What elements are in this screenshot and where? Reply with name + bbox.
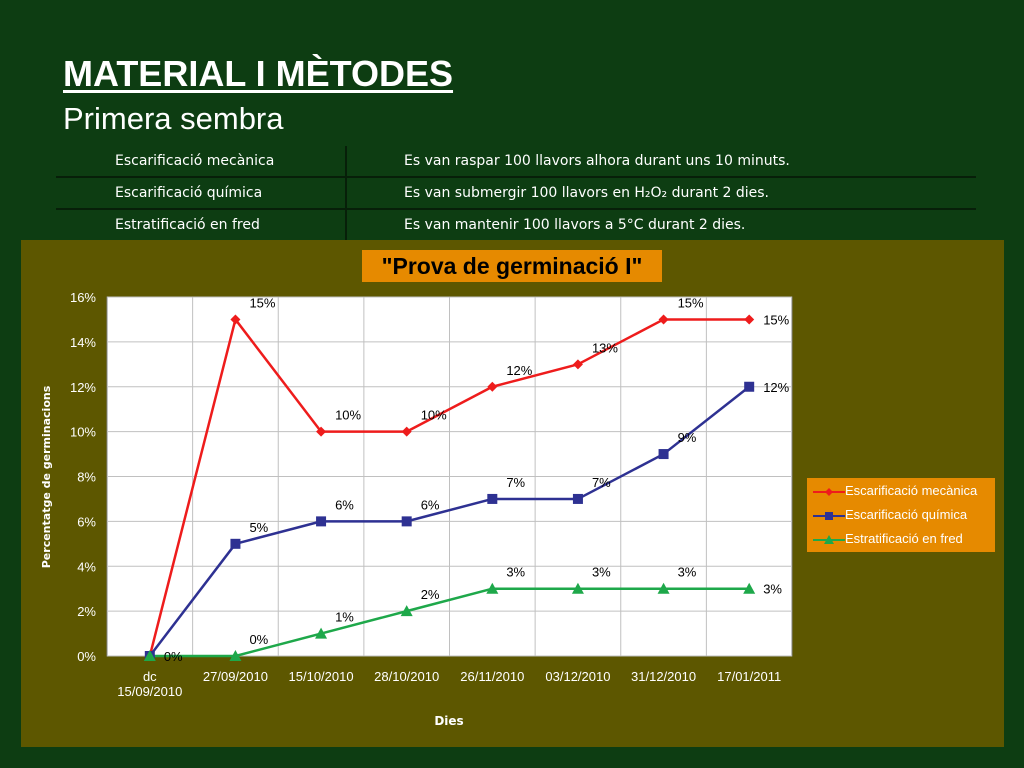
- data-point: [401, 516, 412, 527]
- x-tick-label: 15/10/2010: [289, 669, 354, 684]
- table-row: Estratificació en fred Es van mantenir 1…: [56, 209, 976, 240]
- data-point: [572, 493, 583, 504]
- series-line: [148, 385, 750, 657]
- data-label: 3%: [678, 565, 697, 580]
- method-description: Es van raspar 100 llavors alhora durant …: [404, 153, 790, 169]
- y-tick-label: 16%: [70, 290, 96, 305]
- legend-item: Escarificació mecànica: [807, 480, 995, 504]
- x-tick-label: 27/09/2010: [203, 669, 268, 684]
- data-point: [230, 538, 241, 549]
- x-tick-label: 26/11/2010: [460, 669, 524, 684]
- y-tick-label: 10%: [70, 425, 96, 440]
- data-point: [744, 314, 755, 325]
- data-label: 15%: [249, 295, 275, 310]
- legend-item: Escarificació química: [807, 504, 995, 528]
- y-tick-label: 6%: [77, 514, 96, 529]
- data-label: 10%: [421, 408, 447, 423]
- y-tick-label: 0%: [77, 649, 96, 664]
- data-label: 12%: [763, 380, 789, 395]
- method-name: Escarificació mecànica: [56, 146, 347, 177]
- data-point: [487, 493, 498, 504]
- data-label: 2%: [421, 587, 440, 602]
- data-label: 12%: [506, 363, 532, 378]
- x-tick-label: 28/10/2010: [374, 669, 439, 684]
- data-point: [401, 426, 412, 437]
- x-tick-label: 03/12/2010: [545, 669, 610, 684]
- data-point: [743, 582, 756, 594]
- x-axis-label: Dies: [434, 714, 463, 728]
- data-label: 9%: [678, 430, 697, 445]
- data-label: 15%: [678, 295, 704, 310]
- legend-item: Estratificació en fred: [807, 528, 995, 552]
- data-label: 3%: [763, 582, 782, 597]
- data-label: 5%: [249, 520, 268, 535]
- data-point: [658, 449, 669, 460]
- method-description: Es van mantenir 100 llavors a 5°C durant…: [404, 217, 746, 233]
- legend-marker-square-icon: [813, 512, 845, 520]
- data-label: 10%: [335, 408, 361, 423]
- data-point: [744, 381, 755, 392]
- data-point: [315, 627, 328, 639]
- data-label: 3%: [506, 565, 525, 580]
- y-tick-label: 12%: [70, 380, 96, 395]
- y-tick-label: 14%: [70, 335, 96, 350]
- x-tick-label: 17/01/2011: [717, 669, 781, 684]
- data-point: [229, 650, 242, 661]
- data-point: [143, 650, 156, 661]
- data-point: [572, 359, 583, 370]
- data-label: 7%: [506, 475, 525, 490]
- data-point: [316, 516, 327, 527]
- method-name: Escarificació química: [56, 177, 347, 209]
- data-label: 6%: [335, 497, 354, 512]
- y-tick-label: 2%: [77, 604, 96, 619]
- method-description: Es van submergir 100 llavors en H₂O₂ dur…: [404, 185, 770, 201]
- data-label: 15%: [763, 312, 789, 327]
- legend-marker-triangle-icon: [813, 535, 845, 544]
- y-axis-label: Percentatge de germinacions: [40, 385, 53, 568]
- x-tick-label: 31/12/2010: [631, 669, 696, 684]
- data-label: 0%: [249, 632, 268, 647]
- chart-legend: Escarificació mecànica Escarificació quí…: [807, 478, 995, 552]
- series-line: [148, 318, 750, 657]
- x-tick-label: dc: [143, 669, 157, 684]
- data-point: [658, 314, 669, 325]
- y-tick-label: 8%: [77, 470, 96, 485]
- data-point: [230, 314, 241, 325]
- y-tick-label: 4%: [77, 559, 96, 574]
- chart-title: "Prova de germinació I": [362, 250, 662, 282]
- series-line: [149, 587, 750, 658]
- data-label: 3%: [592, 565, 611, 580]
- legend-label: Escarificació química: [845, 507, 968, 522]
- table-row: Escarificació química Es van submergir 1…: [56, 177, 976, 209]
- legend-label: Estratificació en fred: [845, 531, 963, 546]
- data-point: [316, 426, 327, 437]
- data-label: 13%: [592, 340, 618, 355]
- data-label: 6%: [421, 497, 440, 512]
- data-point: [486, 582, 499, 594]
- data-point: [571, 582, 584, 594]
- data-point: [400, 605, 413, 617]
- data-label: 1%: [335, 610, 354, 625]
- data-label: 0%: [164, 649, 183, 664]
- x-tick-label: 15/09/2010: [117, 684, 182, 699]
- methods-table: Escarificació mecànica Es van raspar 100…: [56, 146, 976, 240]
- data-label: 7%: [592, 475, 611, 490]
- data-point: [487, 381, 498, 392]
- page-title: MATERIAL I MÈTODES: [63, 53, 454, 94]
- method-name: Estratificació en fred: [56, 209, 347, 240]
- legend-marker-diamond-icon: [813, 488, 845, 496]
- legend-label: Escarificació mecànica: [845, 483, 978, 498]
- table-row: Escarificació mecànica Es van raspar 100…: [56, 146, 976, 177]
- page-subtitle: Primera sembra: [63, 101, 284, 136]
- data-point: [657, 582, 670, 594]
